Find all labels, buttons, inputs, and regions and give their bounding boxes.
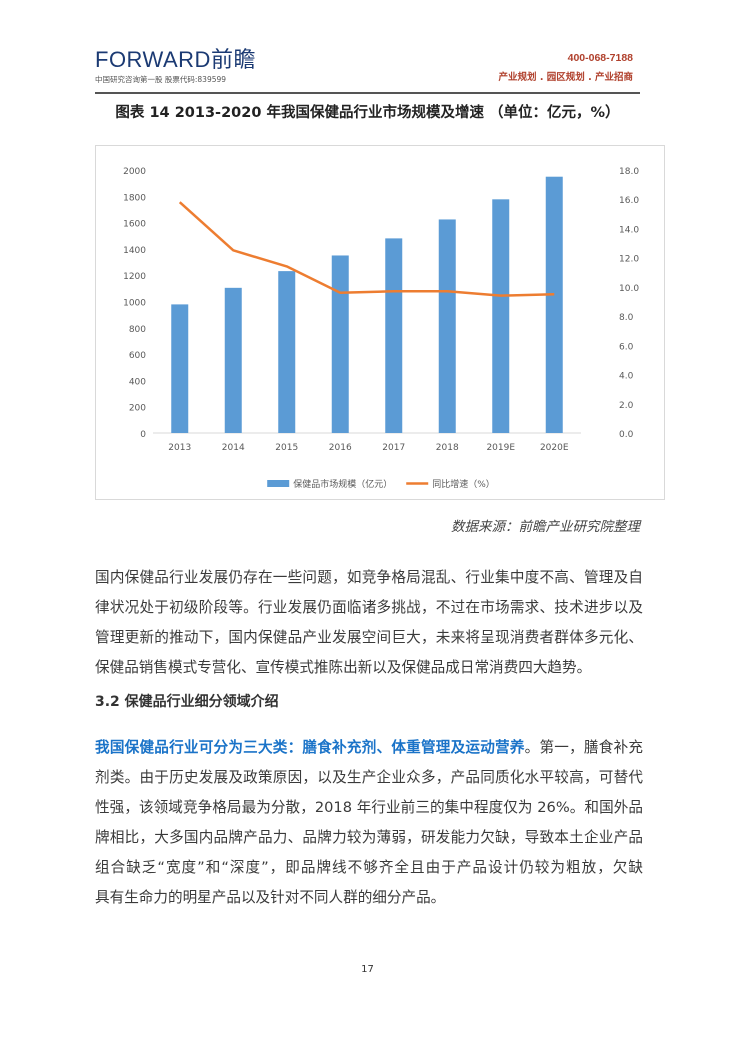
bar-2014 bbox=[224, 287, 242, 433]
bar-2016 bbox=[331, 255, 349, 433]
y-left-tick-label: 1200 bbox=[123, 272, 146, 282]
y-right-tick-label: 2.0 bbox=[619, 401, 634, 411]
growth-rate-line bbox=[178, 201, 555, 297]
y-right-tick-label: 4.0 bbox=[619, 372, 634, 382]
text-line: 性强，该领域竞争格局最为分散，2018 年行业前三的集中程度仅为 26%。和国外… bbox=[95, 799, 643, 816]
y-left-tick-label: 2000 bbox=[123, 167, 146, 177]
bar-2013 bbox=[171, 304, 189, 433]
x-tick-label: 2017 bbox=[382, 443, 405, 453]
y-right-tick-label: 18.0 bbox=[619, 167, 639, 177]
x-tick-label: 2016 bbox=[329, 443, 352, 453]
x-tick-label: 2013 bbox=[168, 443, 191, 453]
y-left-tick-label: 1800 bbox=[123, 193, 146, 203]
x-tick-label: 2018 bbox=[436, 443, 459, 453]
x-tick-label: 2020E bbox=[540, 443, 569, 453]
header-slogan: 产业规划 . 园区规划 . 产业招商 bbox=[498, 72, 633, 83]
combo-chart: 0 200 400 600 800 1000 1200 1400 1600 1800 2000 0.0… bbox=[123, 167, 639, 490]
y-right-tick-label: 14.0 bbox=[619, 225, 639, 235]
x-tick-label: 2019E bbox=[486, 443, 515, 453]
text-line: 我国保健品行业可分为三大类：膳食补充剂、体重管理及运动营养。第一，膳食补充 bbox=[95, 733, 643, 763]
page-number: 17 bbox=[361, 964, 374, 975]
text-line: 牌相比，大多国内品牌产品力、品牌力较为薄弱，研发能力欠缺，导致本土企业产品 bbox=[95, 829, 643, 846]
legend-bar-label: 保健品市场规模（亿元） bbox=[293, 478, 392, 490]
bar-2017 bbox=[385, 238, 403, 433]
header-phone: 400-068-7188 bbox=[567, 52, 633, 64]
text-span: 。第一，膳食补充 bbox=[524, 739, 643, 756]
legend-bar-swatch bbox=[267, 480, 290, 487]
y-right-tick-label: 16.0 bbox=[619, 196, 639, 206]
x-tick-label: 2015 bbox=[275, 443, 298, 453]
text-line: 管理更新的推动下，国内保健品产业发展空间巨大，未来将呈现消费者群体多元化、 bbox=[95, 629, 643, 646]
header-divider bbox=[95, 92, 640, 94]
highlight-text: 我国保健品行业可分为三大类：膳食补充剂、体重管理及运动营养 bbox=[95, 739, 525, 756]
y-right-tick-label: 12.0 bbox=[619, 255, 639, 265]
y-left-tick-label: 400 bbox=[129, 377, 146, 387]
text-line: 保健品销售模式专营化、宣传模式推陈出新以及保健品成日常消费四大趋势。 bbox=[95, 659, 592, 676]
text-line: 具有生命力的明星产品以及针对不同人群的细分产品。 bbox=[95, 889, 446, 906]
figure-source: 数据来源：前瞻产业研究院整理 bbox=[451, 519, 640, 535]
y-left-tick-label: 1600 bbox=[123, 220, 146, 230]
bar-2018 bbox=[438, 219, 456, 433]
chart-container: 0 200 400 600 800 1000 1200 1400 1600 1800 2000 0.0… bbox=[95, 145, 665, 500]
paragraph-1: 国内保健品行业发展仍存在一些问题，如竞争格局混乱、行业集中度不高、管理及自 律状… bbox=[95, 563, 643, 683]
text-line: 剂类。由于历史发展及政策原因，以及生产企业众多，产品同质化水平较高，可替代 bbox=[95, 769, 643, 786]
paragraph-2: 我国保健品行业可分为三大类：膳食补充剂、体重管理及运动营养。第一，膳食补充 剂类… bbox=[95, 733, 643, 913]
forward-logo: FORWARD前瞻 bbox=[95, 47, 256, 72]
x-tick-label: 2014 bbox=[222, 443, 245, 453]
y-left-tick-label: 200 bbox=[129, 404, 146, 414]
y-left-tick-label: 600 bbox=[129, 351, 146, 361]
y-left-tick-label: 1400 bbox=[123, 246, 146, 256]
y-right-tick-label: 8.0 bbox=[619, 313, 634, 323]
figure-caption: 图表 14 2013-2020 年我国保健品行业市场规模及增速 （单位：亿元，%… bbox=[115, 105, 620, 121]
y-right-tick-label: 0.0 bbox=[619, 430, 634, 440]
y-right-tick-label: 10.0 bbox=[619, 284, 639, 294]
text-line: 组合缺乏“宽度”和“深度”，即品牌线不够齐全且由于产品设计仍较为粗放，欠缺 bbox=[95, 859, 643, 876]
bar-2020E bbox=[545, 176, 563, 434]
bar-2019E bbox=[492, 199, 510, 433]
section-heading: 3.2 保健品行业细分领域介绍 bbox=[95, 694, 279, 710]
text-line: 国内保健品行业发展仍存在一些问题，如竞争格局混乱、行业集中度不高、管理及自 bbox=[95, 569, 643, 586]
text-line: 律状况处于初级阶段等。行业发展仍面临诸多挑战，不过在市场需求、技术进步以及 bbox=[95, 599, 643, 616]
y-right-tick-label: 6.0 bbox=[619, 342, 634, 352]
y-left-tick-label: 0 bbox=[140, 430, 146, 440]
legend-line-label: 同比增速（%） bbox=[432, 478, 495, 490]
y-left-tick-label: 1000 bbox=[123, 299, 146, 309]
logo-subtitle: 中国研究咨询第一股 股票代码:839599 bbox=[95, 75, 227, 84]
y-left-tick-label: 800 bbox=[129, 325, 146, 335]
bar-2015 bbox=[278, 271, 296, 433]
